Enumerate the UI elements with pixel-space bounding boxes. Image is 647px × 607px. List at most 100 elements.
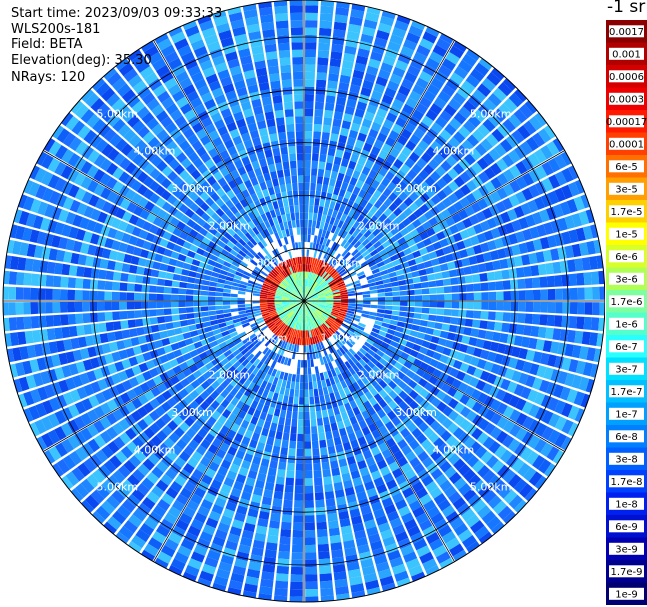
range-gate [252,384,260,393]
range-gate [223,361,233,370]
range-gate [197,480,210,492]
range-gate [56,459,70,474]
range-gate [222,508,235,519]
range-gate [487,113,501,128]
range-gate [403,395,414,406]
range-gate [206,375,216,385]
range-gate [327,445,336,455]
range-gate [511,458,525,473]
range-gate [4,255,12,269]
range-gate [385,455,396,466]
range-gate [155,364,166,375]
range-gate [119,282,128,291]
range-gate [305,64,316,73]
range-gate [390,315,399,321]
range-gate [442,347,452,356]
range-gate [143,176,155,188]
range-gate [492,87,507,102]
range-gate [315,373,321,382]
range-gate [390,226,400,236]
range-gate [290,235,295,244]
range-gate [52,125,64,139]
range-gate [409,244,419,253]
range-gate [471,189,483,201]
range-gate [378,425,388,436]
range-gate [230,19,245,30]
range-gate [333,111,344,121]
ray [103,301,304,535]
range-gate [52,463,64,477]
range-gate [237,294,246,298]
range-gate [245,303,253,307]
range-gate [212,266,221,274]
range-gate [291,552,303,560]
range-gate [317,268,323,276]
range-gate [186,250,196,259]
range-gate [257,343,265,351]
range-gate [279,313,286,319]
range-gate [226,403,236,413]
range-gate [304,138,312,146]
range-gate [307,264,310,272]
range-gate [289,274,294,282]
range-gate [323,310,331,315]
range-gate [261,287,269,292]
range-gate [313,235,318,244]
range-gate [383,337,392,345]
range-gate [430,512,444,525]
range-gate [242,274,250,280]
range-gate [322,386,329,395]
range-gate [179,281,188,289]
range-gate [315,309,322,315]
range-gate [305,544,317,553]
range-gate [358,498,370,508]
range-gate [393,395,403,405]
range-gate [247,170,256,180]
range-gate [307,227,312,235]
range-gate [465,397,477,409]
range-gate [101,248,111,259]
range-gate [148,51,163,65]
range-gate [233,480,244,491]
range-gate [456,445,469,458]
range-gate [304,145,312,154]
range-gate [342,321,350,327]
range-gate [351,515,363,525]
range-gate [568,359,579,373]
range-gate [389,165,399,175]
range-gate [360,443,370,453]
range-gate [305,12,318,21]
range-gate [384,287,393,293]
range-gate [280,314,287,320]
range-gate [380,62,394,73]
range-gate [377,222,387,232]
range-gate [112,321,122,331]
range-gate [392,524,406,536]
range-gate [207,296,216,301]
range-gate [99,258,109,269]
range-gate [575,227,586,242]
range-gate [318,304,326,308]
range-gate [44,384,56,398]
range-gate [377,305,386,310]
range-gate [168,386,178,396]
range-gate [370,301,378,305]
range-gate [518,217,529,230]
range-gate [358,337,366,345]
range-gate [152,505,167,518]
range-gate [283,94,293,103]
range-gate [191,140,203,151]
range-gate [19,242,29,256]
range-gate [227,587,242,596]
range-gate [144,390,155,401]
range-gate [211,380,220,390]
range-gate [160,177,172,189]
range-gate [289,205,295,214]
range-gate [332,36,345,46]
range-gate [554,433,567,448]
range-gate [154,405,166,417]
range-gate [333,186,341,196]
range-gate [272,415,279,424]
range-gate [103,128,117,142]
range-gate [294,280,298,288]
